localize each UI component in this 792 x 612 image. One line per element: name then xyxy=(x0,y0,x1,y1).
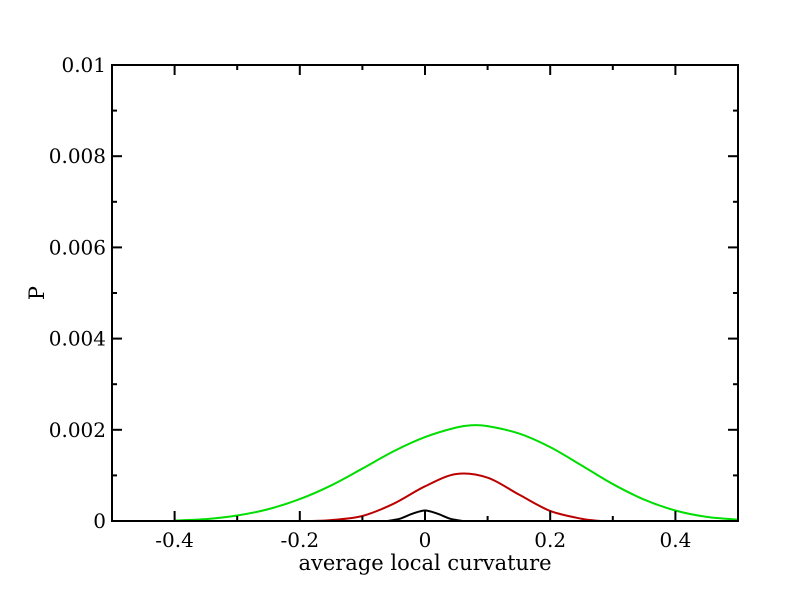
series-line-2 xyxy=(312,472,601,522)
y-tick-label: 0.006 xyxy=(49,235,106,259)
x-tick-label: 0.4 xyxy=(659,528,691,552)
y-tick-label: 0 xyxy=(93,509,106,533)
series-line-3 xyxy=(387,509,463,522)
plot-frame xyxy=(111,64,739,522)
y-tick-label: 0.004 xyxy=(49,327,106,351)
x-tick-label: 0 xyxy=(419,528,432,552)
y-tick-label: 0.002 xyxy=(49,418,106,442)
tick-layer: -0.4 -0.2 0 0.2 0.4 0 0.002 0.004 0.006 0.008 0.01 xyxy=(49,53,738,552)
y-axis-label: P xyxy=(25,286,49,300)
series-layer xyxy=(174,424,739,522)
x-axis-label: average local curvature xyxy=(298,551,551,575)
x-tick-label: -0.2 xyxy=(281,528,320,552)
series-line-1 xyxy=(174,424,739,522)
y-tick-label: 0.008 xyxy=(49,144,106,168)
y-tick-label: 0.01 xyxy=(61,53,106,77)
x-tick-label: 0.2 xyxy=(534,528,566,552)
x-tick-label: -0.4 xyxy=(155,528,194,552)
